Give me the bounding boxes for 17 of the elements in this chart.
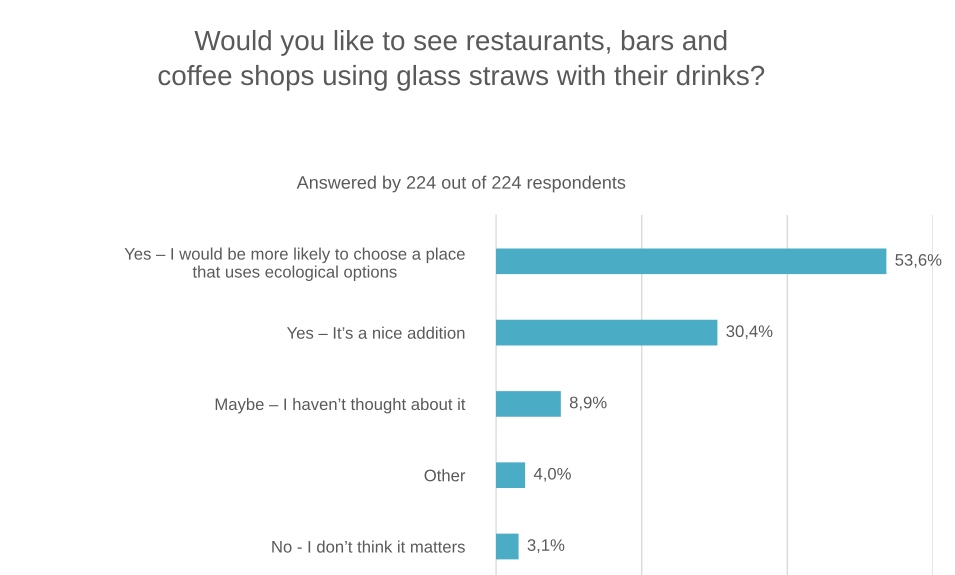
data-label: 3,1%	[528, 539, 564, 553]
chart-subtitle: Answered by 224 out of 224 respondents	[296, 176, 626, 192]
y-tick-label: Maybe – I haven’t thought about it	[216, 398, 466, 414]
bar	[496, 248, 886, 274]
data-label: 53,6%	[895, 254, 942, 268]
data-label: 30,4%	[726, 325, 772, 340]
y-tick-label: No - I don’t think it matters	[272, 540, 465, 553]
data-label: 4,0%	[534, 468, 571, 482]
bar	[496, 462, 526, 488]
bar	[496, 320, 718, 346]
chart-title: Would you like to see restaurants, bars and coffee shops using glass straws with their drinks?	[158, 30, 764, 91]
data-label: 8,9%	[570, 396, 607, 410]
y-tick-label: Yes – I would be more likely to choose a place that uses ecological options	[124, 248, 465, 282]
y-tick-label: Yes – It’s a nice addition	[286, 326, 464, 339]
y-tick-label: Other	[424, 469, 466, 482]
bar	[496, 534, 519, 560]
bar	[496, 391, 561, 417]
